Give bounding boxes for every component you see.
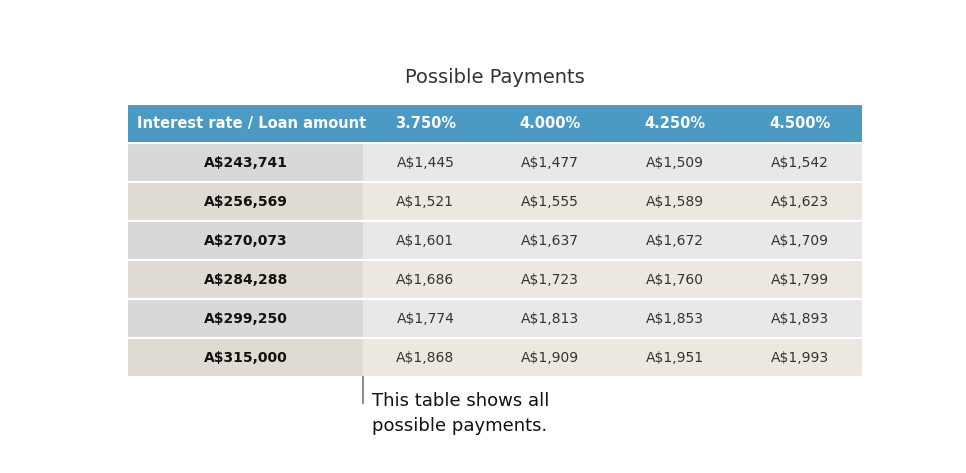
- Text: A$1,477: A$1,477: [522, 156, 579, 170]
- Bar: [612, 260, 737, 299]
- Text: A$1,813: A$1,813: [521, 312, 580, 326]
- Text: A$1,993: A$1,993: [771, 351, 829, 365]
- Bar: [363, 143, 488, 182]
- Text: A$1,868: A$1,868: [396, 351, 454, 365]
- Bar: [612, 143, 737, 182]
- Bar: [737, 299, 862, 338]
- Bar: [488, 260, 612, 299]
- Bar: [363, 260, 488, 299]
- Text: A$1,951: A$1,951: [645, 351, 704, 365]
- Bar: [128, 221, 363, 260]
- Text: A$284,288: A$284,288: [204, 273, 288, 287]
- Text: A$1,542: A$1,542: [771, 156, 829, 170]
- Bar: [737, 221, 862, 260]
- Bar: [737, 143, 862, 182]
- Bar: [612, 104, 737, 143]
- Text: A$256,569: A$256,569: [204, 195, 288, 209]
- Bar: [612, 338, 737, 377]
- Text: A$1,589: A$1,589: [645, 195, 704, 209]
- Bar: [128, 299, 363, 338]
- Text: A$1,760: A$1,760: [646, 273, 704, 287]
- Text: A$1,637: A$1,637: [521, 234, 579, 248]
- Text: Possible Payments: Possible Payments: [405, 68, 585, 87]
- Text: A$315,000: A$315,000: [204, 351, 288, 365]
- Bar: [363, 104, 488, 143]
- Bar: [363, 338, 488, 377]
- Text: A$1,601: A$1,601: [396, 234, 454, 248]
- Bar: [612, 299, 737, 338]
- Bar: [128, 338, 363, 377]
- Text: 4.250%: 4.250%: [644, 116, 705, 131]
- Text: A$1,521: A$1,521: [396, 195, 454, 209]
- Text: 4.000%: 4.000%: [520, 116, 581, 131]
- Text: This table shows all
possible payments.: This table shows all possible payments.: [372, 392, 550, 435]
- Bar: [488, 104, 612, 143]
- Bar: [488, 338, 612, 377]
- Bar: [737, 338, 862, 377]
- Text: A$1,909: A$1,909: [521, 351, 580, 365]
- Text: 3.750%: 3.750%: [395, 116, 456, 131]
- Text: A$1,799: A$1,799: [771, 273, 829, 287]
- Text: A$1,723: A$1,723: [522, 273, 579, 287]
- Bar: [488, 143, 612, 182]
- Bar: [363, 221, 488, 260]
- Text: A$1,445: A$1,445: [396, 156, 454, 170]
- Text: A$270,073: A$270,073: [204, 234, 288, 248]
- Text: A$1,509: A$1,509: [646, 156, 704, 170]
- Bar: [363, 182, 488, 221]
- Bar: [128, 182, 363, 221]
- Bar: [737, 182, 862, 221]
- Text: A$1,623: A$1,623: [771, 195, 829, 209]
- Bar: [612, 221, 737, 260]
- Bar: [488, 182, 612, 221]
- Bar: [128, 143, 363, 182]
- Bar: [128, 104, 363, 143]
- Bar: [128, 260, 363, 299]
- Text: A$243,741: A$243,741: [204, 156, 288, 170]
- Bar: [363, 299, 488, 338]
- Text: 4.500%: 4.500%: [769, 116, 830, 131]
- Text: Interest rate / Loan amount: Interest rate / Loan amount: [137, 116, 366, 131]
- Text: A$1,709: A$1,709: [771, 234, 829, 248]
- Bar: [612, 182, 737, 221]
- Text: A$1,672: A$1,672: [646, 234, 704, 248]
- Text: A$1,893: A$1,893: [771, 312, 829, 326]
- Bar: [737, 104, 862, 143]
- Text: A$299,250: A$299,250: [204, 312, 288, 326]
- Text: A$1,853: A$1,853: [646, 312, 704, 326]
- Bar: [737, 260, 862, 299]
- Text: A$1,555: A$1,555: [522, 195, 579, 209]
- Text: A$1,686: A$1,686: [396, 273, 454, 287]
- Bar: [488, 299, 612, 338]
- Text: A$1,774: A$1,774: [396, 312, 454, 326]
- Bar: [488, 221, 612, 260]
